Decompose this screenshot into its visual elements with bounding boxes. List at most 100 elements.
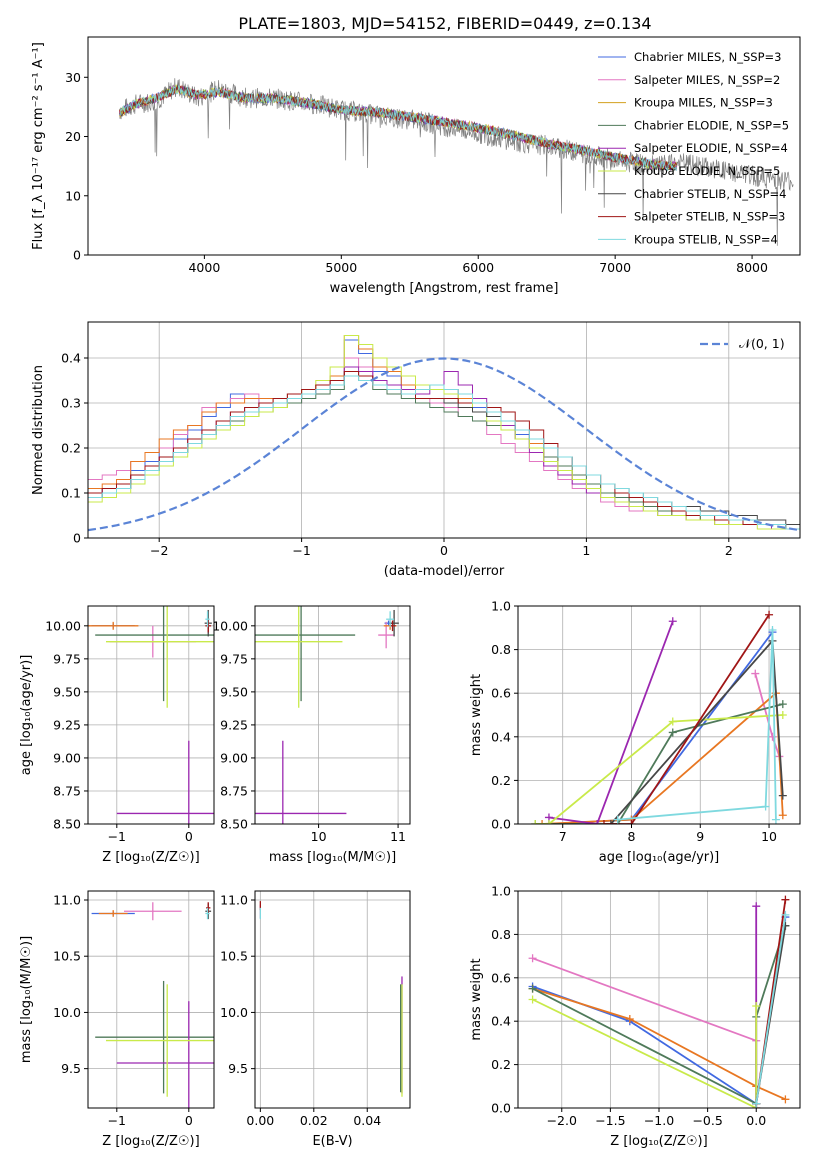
y-tick-label: 0.0 — [491, 817, 511, 832]
weight-marker — [613, 815, 622, 824]
y-tick-label: 9.00 — [53, 750, 81, 765]
weight-line — [535, 714, 783, 824]
y-tick-label: 9.25 — [220, 717, 248, 732]
data-layer — [88, 335, 800, 532]
legend-label: Chabrier ELODIE, N_SSP=5 — [634, 118, 789, 132]
y-tick-label: 10.5 — [53, 949, 81, 964]
weight-marker — [781, 910, 790, 919]
y-tick-label: 0 — [73, 248, 81, 263]
y-tick-label: 0.4 — [61, 351, 81, 366]
chart-age-vs-metallicity: −1 0 8.50 8.75 9.00 9.25 9.50 9.75 10.00 Z [log₁₀… — [19, 605, 215, 865]
figure-title: PLATE=1803, MJD=54152, FIBERID=0449, z=0… — [238, 14, 651, 33]
weight-marker — [768, 625, 777, 634]
y-tick-label: 9.25 — [53, 717, 81, 732]
y-axis-label: Flux [f_λ 10⁻¹⁷ erg cm⁻² s⁻¹ A⁻¹] — [31, 42, 46, 250]
weight-marker — [599, 820, 608, 824]
y-tick-label: 0.2 — [491, 1057, 511, 1072]
y-tick-label: 10.0 — [53, 1005, 81, 1020]
x-axis-label: age [log₁₀(age/yr)] — [599, 850, 720, 865]
x-tick-label: 0.02 — [300, 1113, 328, 1128]
weight-marker — [778, 811, 787, 820]
x-tick-label: −1.0 — [644, 1113, 674, 1128]
weight-line — [755, 914, 787, 1104]
x-tick-label: 4000 — [188, 260, 220, 275]
x-tick-label: −1 — [108, 829, 126, 844]
x-axis-label: Z [log₁₀(Z/Z☉)] — [610, 1134, 707, 1149]
model-spectrum — [119, 84, 677, 171]
axes-frame — [87, 890, 215, 1109]
weight-marker — [771, 815, 780, 824]
y-tick-label: 0.8 — [491, 642, 511, 657]
chart-weight-vs-metallicity: −2.0 −1.5 −1.0 −0.5 0.0 0.0 0.2 0.4 0.6 0.8 1.0 Z [… — [469, 884, 801, 1149]
weight-marker — [606, 820, 615, 824]
axes-frame — [254, 890, 411, 1109]
legend-label: Chabrier MILES, N_SSP=3 — [634, 50, 781, 64]
weight-marker — [627, 820, 636, 824]
x-tick-label: 9 — [696, 829, 704, 844]
y-tick-label: 10 — [65, 188, 81, 203]
x-axis-label: mass [log₁₀(M/M☉)] — [269, 850, 396, 865]
y-tick-label: 0.0 — [491, 1101, 511, 1116]
weight-marker — [765, 610, 774, 619]
y-tick-label: 8.75 — [220, 783, 248, 798]
legend-label: Kroupa MILES, N_SSP=3 — [634, 96, 773, 110]
weight-marker — [752, 902, 761, 911]
y-tick-label: 30 — [65, 70, 81, 85]
chart-residual-histogram: −2 −1 0 1 2 0 0.1 0.2 0.3 0.4 (data-model)/error No… — [31, 321, 801, 579]
data-layer — [88, 606, 214, 824]
weight-line — [532, 987, 786, 1101]
y-axis-label: Normed distribution — [31, 365, 46, 495]
y-tick-label: 0.4 — [491, 729, 511, 744]
y-axis-label: mass [log₁₀(M/M☉)] — [19, 936, 34, 1063]
y-tick-label: 1.0 — [491, 599, 511, 614]
x-tick-label: 0.0 — [746, 1113, 766, 1128]
data-layer — [119, 78, 794, 246]
y-tick-label: 0.8 — [491, 927, 511, 942]
x-tick-label: 8 — [628, 829, 636, 844]
chart-mass-vs-metallicity: −1 0 9.5 10.0 10.5 11.0 Z [log₁₀(Z/Z☉)] mass [l… — [19, 890, 215, 1149]
y-axis-label: age [log₁₀(age/yr)] — [19, 655, 34, 776]
y-tick-label: 9.00 — [220, 750, 248, 765]
data-layer — [259, 901, 403, 1097]
weight-marker — [528, 995, 537, 1004]
weight-marker — [761, 802, 770, 811]
axes-frame — [254, 605, 411, 825]
y-tick-label: 0.3 — [61, 396, 81, 411]
weight-marker — [781, 895, 790, 904]
weight-marker — [625, 1015, 634, 1024]
axes-frame — [87, 605, 215, 825]
y-tick-label: 0.1 — [61, 486, 81, 501]
legend-label: 𝒩(0, 1) — [739, 336, 785, 351]
weight-marker — [752, 1002, 761, 1011]
y-tick-label: 1.0 — [491, 884, 511, 899]
x-tick-label: 7 — [559, 829, 567, 844]
x-axis-label: Z [log₁₀(Z/Z☉)] — [102, 1134, 199, 1149]
weight-marker — [593, 820, 602, 824]
y-tick-label: 9.75 — [220, 651, 248, 666]
x-tick-label: 0 — [185, 1113, 193, 1128]
x-tick-label: 0.00 — [246, 1113, 274, 1128]
x-axis-label: Z [log₁₀(Z/Z☉)] — [102, 850, 199, 865]
data-layer — [531, 610, 787, 824]
weight-marker — [668, 717, 677, 726]
weight-marker — [751, 669, 760, 678]
legend-label: Salpeter ELODIE, N_SSP=4 — [634, 141, 788, 155]
weight-marker — [531, 820, 540, 824]
y-axis-label: mass weight — [469, 674, 484, 756]
x-tick-label: 6000 — [462, 260, 494, 275]
weight-marker — [538, 820, 547, 824]
y-tick-label: 9.5 — [61, 1061, 81, 1076]
x-tick-label: 2 — [725, 543, 733, 558]
y-tick-label: 9.75 — [53, 651, 81, 666]
y-tick-label: 0.6 — [491, 970, 511, 985]
weight-marker — [778, 791, 787, 800]
x-tick-label: −1.5 — [595, 1113, 625, 1128]
x-axis-label: wavelength [Angstrom, rest frame] — [330, 281, 559, 296]
data-layer — [91, 902, 214, 1108]
x-axis-label: E(B-V) — [312, 1134, 352, 1149]
weight-marker — [528, 984, 537, 993]
weight-line — [617, 629, 777, 821]
x-tick-label: −2.0 — [547, 1113, 577, 1128]
y-tick-label: 11.0 — [53, 892, 81, 907]
